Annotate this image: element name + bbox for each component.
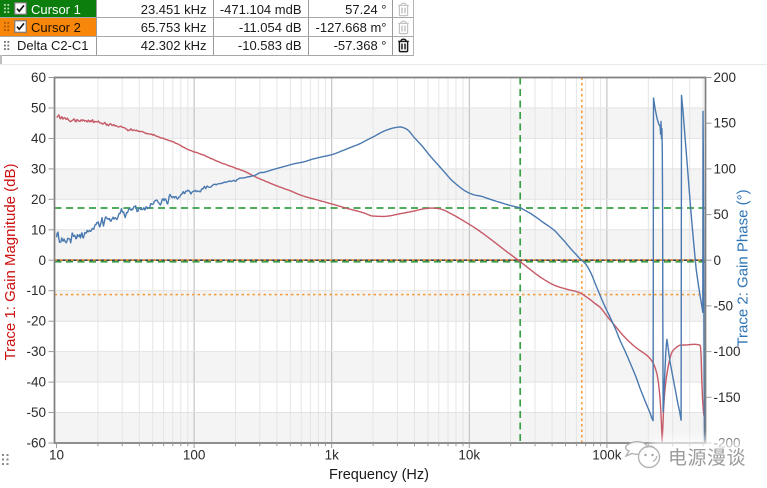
svg-text:60: 60 [31, 70, 46, 85]
svg-text:-50: -50 [714, 298, 734, 313]
svg-text:50: 50 [714, 207, 729, 222]
svg-text:1k: 1k [325, 448, 340, 463]
svg-text:100: 100 [183, 448, 206, 463]
svg-text:100: 100 [714, 161, 737, 176]
svg-text:0: 0 [38, 253, 46, 268]
svg-text:-40: -40 [26, 375, 46, 390]
svg-text:-50: -50 [26, 405, 46, 420]
svg-text:10k: 10k [458, 448, 480, 463]
svg-text:Trace 2: Gain Phase (°): Trace 2: Gain Phase (°) [735, 189, 752, 346]
svg-text:20: 20 [31, 192, 46, 207]
svg-text:-100: -100 [714, 344, 741, 359]
svg-text:-150: -150 [714, 390, 741, 405]
svg-text:Trace 1: Gain Magnitude (dB): Trace 1: Gain Magnitude (dB) [2, 163, 19, 360]
svg-text:40: 40 [31, 131, 46, 146]
svg-text:10: 10 [49, 448, 64, 463]
svg-text:30: 30 [31, 161, 46, 176]
svg-text:-20: -20 [26, 314, 46, 329]
svg-text:Frequency (Hz): Frequency (Hz) [329, 467, 429, 483]
svg-text:-60: -60 [26, 436, 46, 451]
svg-text:-30: -30 [26, 344, 46, 359]
svg-text:150: 150 [714, 116, 737, 131]
svg-text:10: 10 [31, 222, 46, 237]
svg-text:0: 0 [714, 253, 722, 268]
svg-text:200: 200 [714, 70, 737, 85]
svg-text:100k: 100k [592, 448, 622, 463]
svg-text:-10: -10 [26, 283, 46, 298]
svg-text:50: 50 [31, 101, 46, 116]
